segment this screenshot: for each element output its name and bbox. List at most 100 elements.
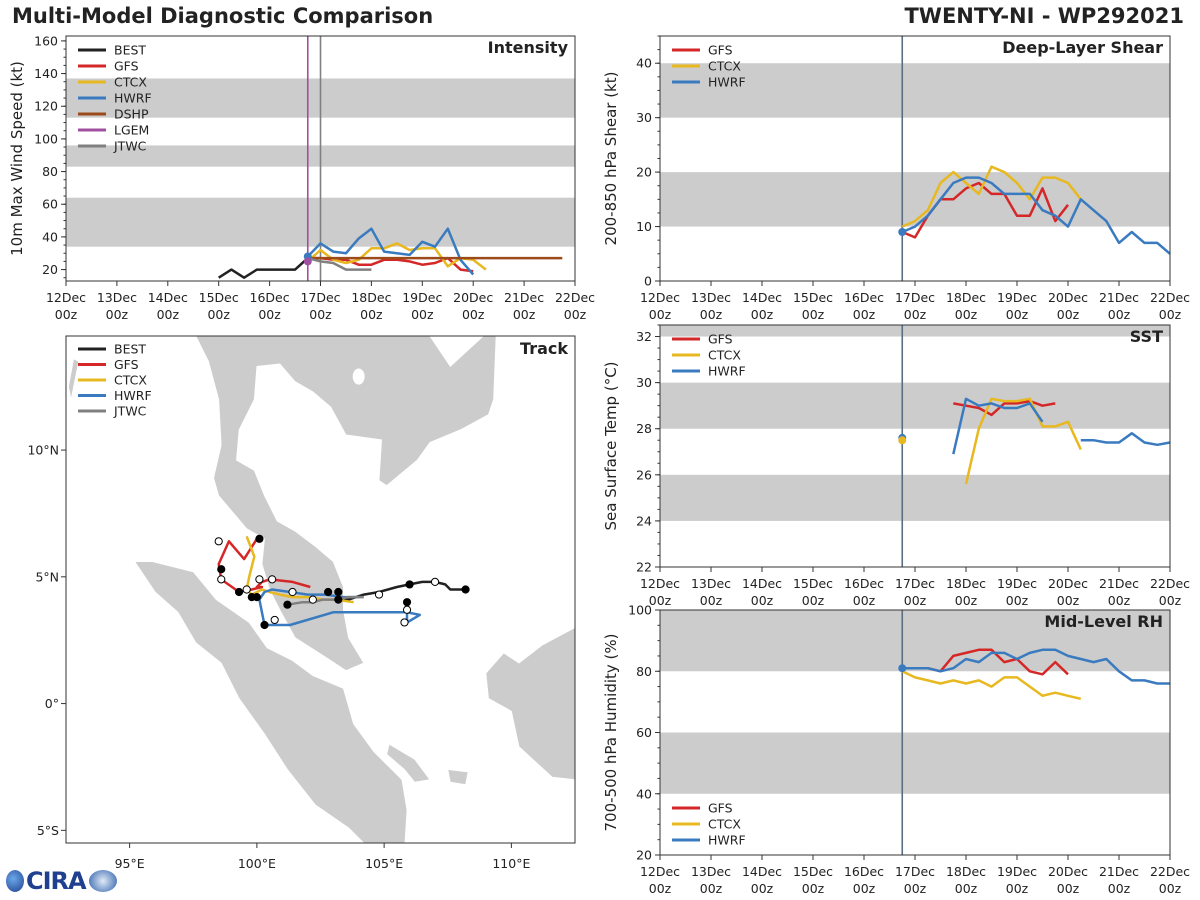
- x-tick-label-hour: 00z: [462, 307, 485, 322]
- x-tick-label-hour: 00z: [1159, 881, 1182, 896]
- track-position-dot: [255, 534, 264, 543]
- x-tick-label-date: 15Dec: [793, 864, 833, 879]
- x-tick-label-date: 16Dec: [250, 290, 290, 305]
- x-tick-label-hour: 00z: [157, 307, 180, 322]
- x-tick-label-hour: 00z: [904, 307, 927, 322]
- latitude-label: 5°S: [37, 823, 59, 838]
- track-position-dot: [402, 605, 412, 614]
- x-tick-label-hour: 00z: [853, 593, 876, 608]
- x-tick-label-date: 21Dec: [1099, 290, 1139, 305]
- x-tick-label-hour: 00z: [955, 307, 978, 322]
- legend-label-gfs: GFS: [708, 801, 733, 816]
- panel-title: Mid-Level RH: [1044, 612, 1163, 631]
- legend-label-ctcx: CTCX: [708, 817, 741, 832]
- x-tick-label-hour: 00z: [649, 593, 672, 608]
- x-tick-label-date: 14Dec: [742, 290, 782, 305]
- x-tick-label-date: 16Dec: [844, 576, 884, 591]
- panel-title: Track: [520, 339, 568, 358]
- x-tick-label-hour: 00z: [904, 881, 927, 896]
- x-tick-label-hour: 00z: [1006, 593, 1029, 608]
- x-tick-label-date: 16Dec: [844, 864, 884, 879]
- series-line-hwrf-b: [1080, 432, 1171, 447]
- x-tick-label-hour: 00z: [955, 881, 978, 896]
- y-tick-label: 60: [636, 725, 652, 740]
- y-axis-label: Sea Surface Temp (°C): [602, 361, 620, 530]
- panel-title: Intensity: [488, 38, 569, 57]
- y-tick-label: 60: [42, 197, 58, 212]
- panel-title: SST: [1130, 327, 1163, 346]
- track-position-dot: [324, 587, 333, 597]
- x-tick-label-hour: 00z: [904, 593, 927, 608]
- y-tick-label: 80: [636, 664, 652, 679]
- x-tick-label-hour: 00z: [1108, 593, 1131, 608]
- track-position-dot: [217, 575, 226, 584]
- longitude-label: 105°E: [365, 856, 403, 871]
- belitung-island: [447, 769, 469, 786]
- y-tick-label: 26: [636, 467, 652, 482]
- latitude-label: 10°N: [27, 443, 59, 458]
- x-tick-label-date: 13Dec: [691, 290, 731, 305]
- legend-label-gfs: GFS: [708, 43, 733, 58]
- series-line-best: [218, 257, 309, 279]
- track-position-dot: [242, 585, 251, 594]
- legend-label-dshp: DSHP: [114, 107, 149, 122]
- legend-label-lgem: LGEM: [114, 123, 149, 138]
- longitude-label: 100°E: [238, 856, 276, 871]
- legend-label-hwrf: HWRF: [114, 91, 152, 106]
- y-tick-label: 100: [628, 603, 652, 618]
- track-position-dot: [308, 595, 317, 604]
- x-tick-label-hour: 00z: [1057, 307, 1080, 322]
- x-tick-label-date: 17Dec: [895, 864, 935, 879]
- x-tick-label-date: 15Dec: [793, 576, 833, 591]
- initial-value-marker: [898, 436, 907, 445]
- track-position-dot: [461, 585, 470, 594]
- y-tick-label: 30: [636, 110, 652, 125]
- track-position-dot: [234, 587, 244, 597]
- x-tick-label-hour: 00z: [1159, 307, 1182, 322]
- x-tick-label-hour: 00z: [1006, 307, 1029, 322]
- panel-title: Deep-Layer Shear: [1002, 38, 1163, 57]
- x-tick-label-date: 20Dec: [1048, 290, 1088, 305]
- x-tick-label-hour: 00z: [1108, 307, 1131, 322]
- y-tick-label: 30: [636, 375, 652, 390]
- y-tick-label: 140: [34, 66, 58, 81]
- rh-panel: 20 40 60 80 100 12Dec 00z 13Dec 00z 14Dec 00z 15Dec…: [602, 603, 1190, 897]
- tonle-sap-lake: [352, 368, 365, 385]
- x-tick-label-hour: 00z: [700, 307, 723, 322]
- y-tick-label: 22: [636, 560, 652, 575]
- shaded-band: [660, 325, 1170, 337]
- y-tick-label: 0: [644, 274, 652, 289]
- x-tick-label-date: 12Dec: [46, 290, 86, 305]
- track-position-dot: [288, 587, 297, 597]
- track-position-dot: [283, 600, 292, 609]
- track-line-jtwc: [287, 595, 364, 606]
- y-tick-label: 20: [42, 262, 58, 277]
- y-tick-label: 40: [42, 229, 58, 244]
- x-tick-label-hour: 00z: [564, 307, 587, 322]
- latitude-label: 0°: [45, 696, 59, 711]
- y-tick-label: 80: [42, 164, 58, 179]
- x-tick-label-hour: 00z: [649, 307, 672, 322]
- legend-label-jtwc: JTWC: [113, 404, 147, 419]
- x-tick-label-hour: 00z: [751, 881, 774, 896]
- y-axis-label: 700-500 hPa Humidity (%): [602, 633, 620, 831]
- x-tick-label-date: 12Dec: [640, 290, 680, 305]
- track-position-dot: [402, 598, 412, 607]
- track-position-dot: [268, 575, 277, 584]
- x-tick-label-date: 13Dec: [691, 864, 731, 879]
- series-line-ctcx: [306, 242, 487, 271]
- y-tick-label: 20: [636, 165, 652, 180]
- legend-label-ctcx: CTCX: [114, 75, 147, 90]
- x-tick-label-hour: 00z: [309, 307, 332, 322]
- x-tick-label-date: 19Dec: [997, 576, 1037, 591]
- x-tick-label-date: 22Dec: [1150, 864, 1190, 879]
- legend-label-gfs: GFS: [708, 332, 733, 347]
- legend-label-ctcx: CTCX: [708, 59, 741, 74]
- x-tick-label-hour: 00z: [1159, 593, 1182, 608]
- x-tick-label-hour: 00z: [106, 307, 129, 322]
- x-tick-label-date: 22Dec: [1150, 576, 1190, 591]
- x-tick-label-date: 20Dec: [1048, 576, 1088, 591]
- land-layer: [68, 336, 575, 843]
- track-line-hwrf: [258, 588, 422, 627]
